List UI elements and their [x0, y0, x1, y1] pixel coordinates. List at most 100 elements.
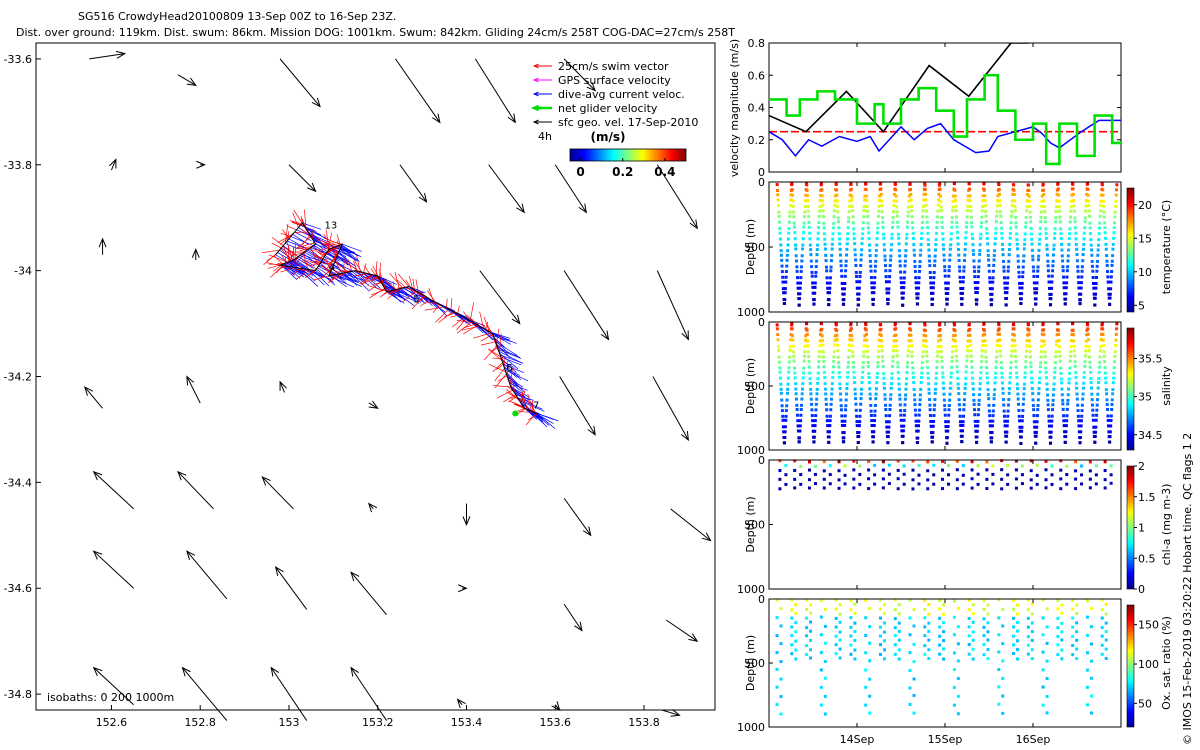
- profile-point: [867, 376, 871, 380]
- profile-point: [839, 392, 843, 396]
- profile-point: [865, 198, 869, 202]
- profile-point: [901, 291, 905, 295]
- profile-point: [807, 220, 811, 224]
- profile-point: [1008, 381, 1012, 385]
- profile-point: [1014, 468, 1018, 472]
- profile-point: [968, 194, 972, 198]
- profile-point: [836, 348, 840, 352]
- profile-point: [809, 648, 813, 652]
- profile-point: [887, 287, 891, 291]
- profile-point: [1060, 648, 1064, 652]
- profile-point: [1001, 711, 1005, 715]
- profile-point: [1102, 210, 1106, 214]
- profile-point: [872, 435, 876, 439]
- profile-point: [779, 660, 783, 664]
- profile-point: [991, 269, 995, 273]
- profile-point: [997, 650, 1001, 654]
- swim-vector: [271, 237, 284, 246]
- profile-point: [775, 634, 779, 638]
- profile-point: [1000, 231, 1004, 235]
- swim-vector: [273, 255, 284, 265]
- current-arrow-head: [670, 709, 681, 717]
- profile-point: [858, 414, 862, 418]
- swim-vector: [336, 240, 341, 249]
- profile-point: [1056, 182, 1060, 186]
- profile-point: [1057, 345, 1061, 349]
- profile-point: [890, 243, 894, 247]
- profile-point: [1012, 625, 1016, 629]
- profile-point: [937, 192, 941, 196]
- profile-point: [843, 287, 847, 291]
- colorbar-tick-label: 15: [1138, 232, 1152, 245]
- profile-point: [868, 254, 872, 258]
- profile-point: [927, 612, 931, 616]
- current-arrow-head: [600, 330, 610, 341]
- profile-point: [948, 386, 952, 390]
- profile-point: [927, 602, 931, 606]
- profile-point: [1106, 269, 1110, 273]
- profile-point: [954, 204, 958, 208]
- profile-point: [978, 249, 982, 253]
- profile-point: [1103, 478, 1107, 482]
- profile-point: [1067, 237, 1071, 241]
- profile-point: [1060, 638, 1064, 642]
- profile-point: [1028, 215, 1032, 219]
- profile-point: [829, 408, 833, 412]
- profile-point: [867, 487, 871, 491]
- profile-point: [1073, 364, 1077, 368]
- profile-point: [821, 355, 825, 359]
- profile-point: [909, 344, 913, 348]
- profile-point: [861, 370, 865, 374]
- profile-point: [910, 220, 914, 224]
- profile-point: [874, 254, 878, 258]
- profile-point: [876, 214, 880, 218]
- profile-point: [967, 625, 971, 629]
- profile-point: [1050, 286, 1054, 290]
- profile-point: [874, 259, 878, 263]
- profile-point: [854, 408, 858, 412]
- profile-point: [808, 371, 812, 375]
- profile-point: [836, 343, 840, 347]
- profile-point: [891, 359, 895, 363]
- profile-point: [970, 468, 974, 472]
- profile-point: [1017, 265, 1021, 269]
- profile-point: [849, 182, 853, 186]
- profile-point: [908, 668, 912, 672]
- profile-point: [1039, 361, 1043, 365]
- profile-point: [870, 286, 874, 290]
- profile-point: [859, 402, 863, 406]
- profile-point: [1111, 392, 1115, 396]
- profile-point: [852, 459, 856, 463]
- profile-point: [817, 220, 821, 224]
- profile-point: [918, 264, 922, 268]
- profile-point: [778, 231, 782, 235]
- profile-point: [799, 276, 803, 280]
- profile-point: [893, 608, 897, 612]
- profile-point: [1089, 625, 1093, 629]
- profile-point: [855, 286, 859, 290]
- profile-point: [961, 482, 965, 486]
- current-arrow-head: [196, 160, 206, 169]
- profile-point: [1023, 238, 1027, 242]
- profile-point: [868, 677, 872, 681]
- profile-point: [1104, 656, 1108, 660]
- profile-point: [1111, 247, 1115, 251]
- profile-point: [1020, 425, 1024, 429]
- profile-point: [1045, 641, 1049, 645]
- profile-point: [801, 247, 805, 251]
- profile-point: [810, 414, 814, 418]
- profile-point: [778, 227, 782, 231]
- swim-vector: [450, 314, 460, 318]
- velocity-y-tick-label: 0: [758, 166, 765, 179]
- profile-point: [1084, 339, 1088, 343]
- profile-point: [808, 231, 812, 235]
- swim-vector: [463, 311, 469, 320]
- dac-vector: [500, 356, 522, 366]
- profile-point: [864, 651, 868, 655]
- profile-point: [989, 440, 993, 444]
- profile-point: [949, 237, 953, 241]
- profile-point: [835, 328, 839, 332]
- profile-point: [944, 420, 948, 424]
